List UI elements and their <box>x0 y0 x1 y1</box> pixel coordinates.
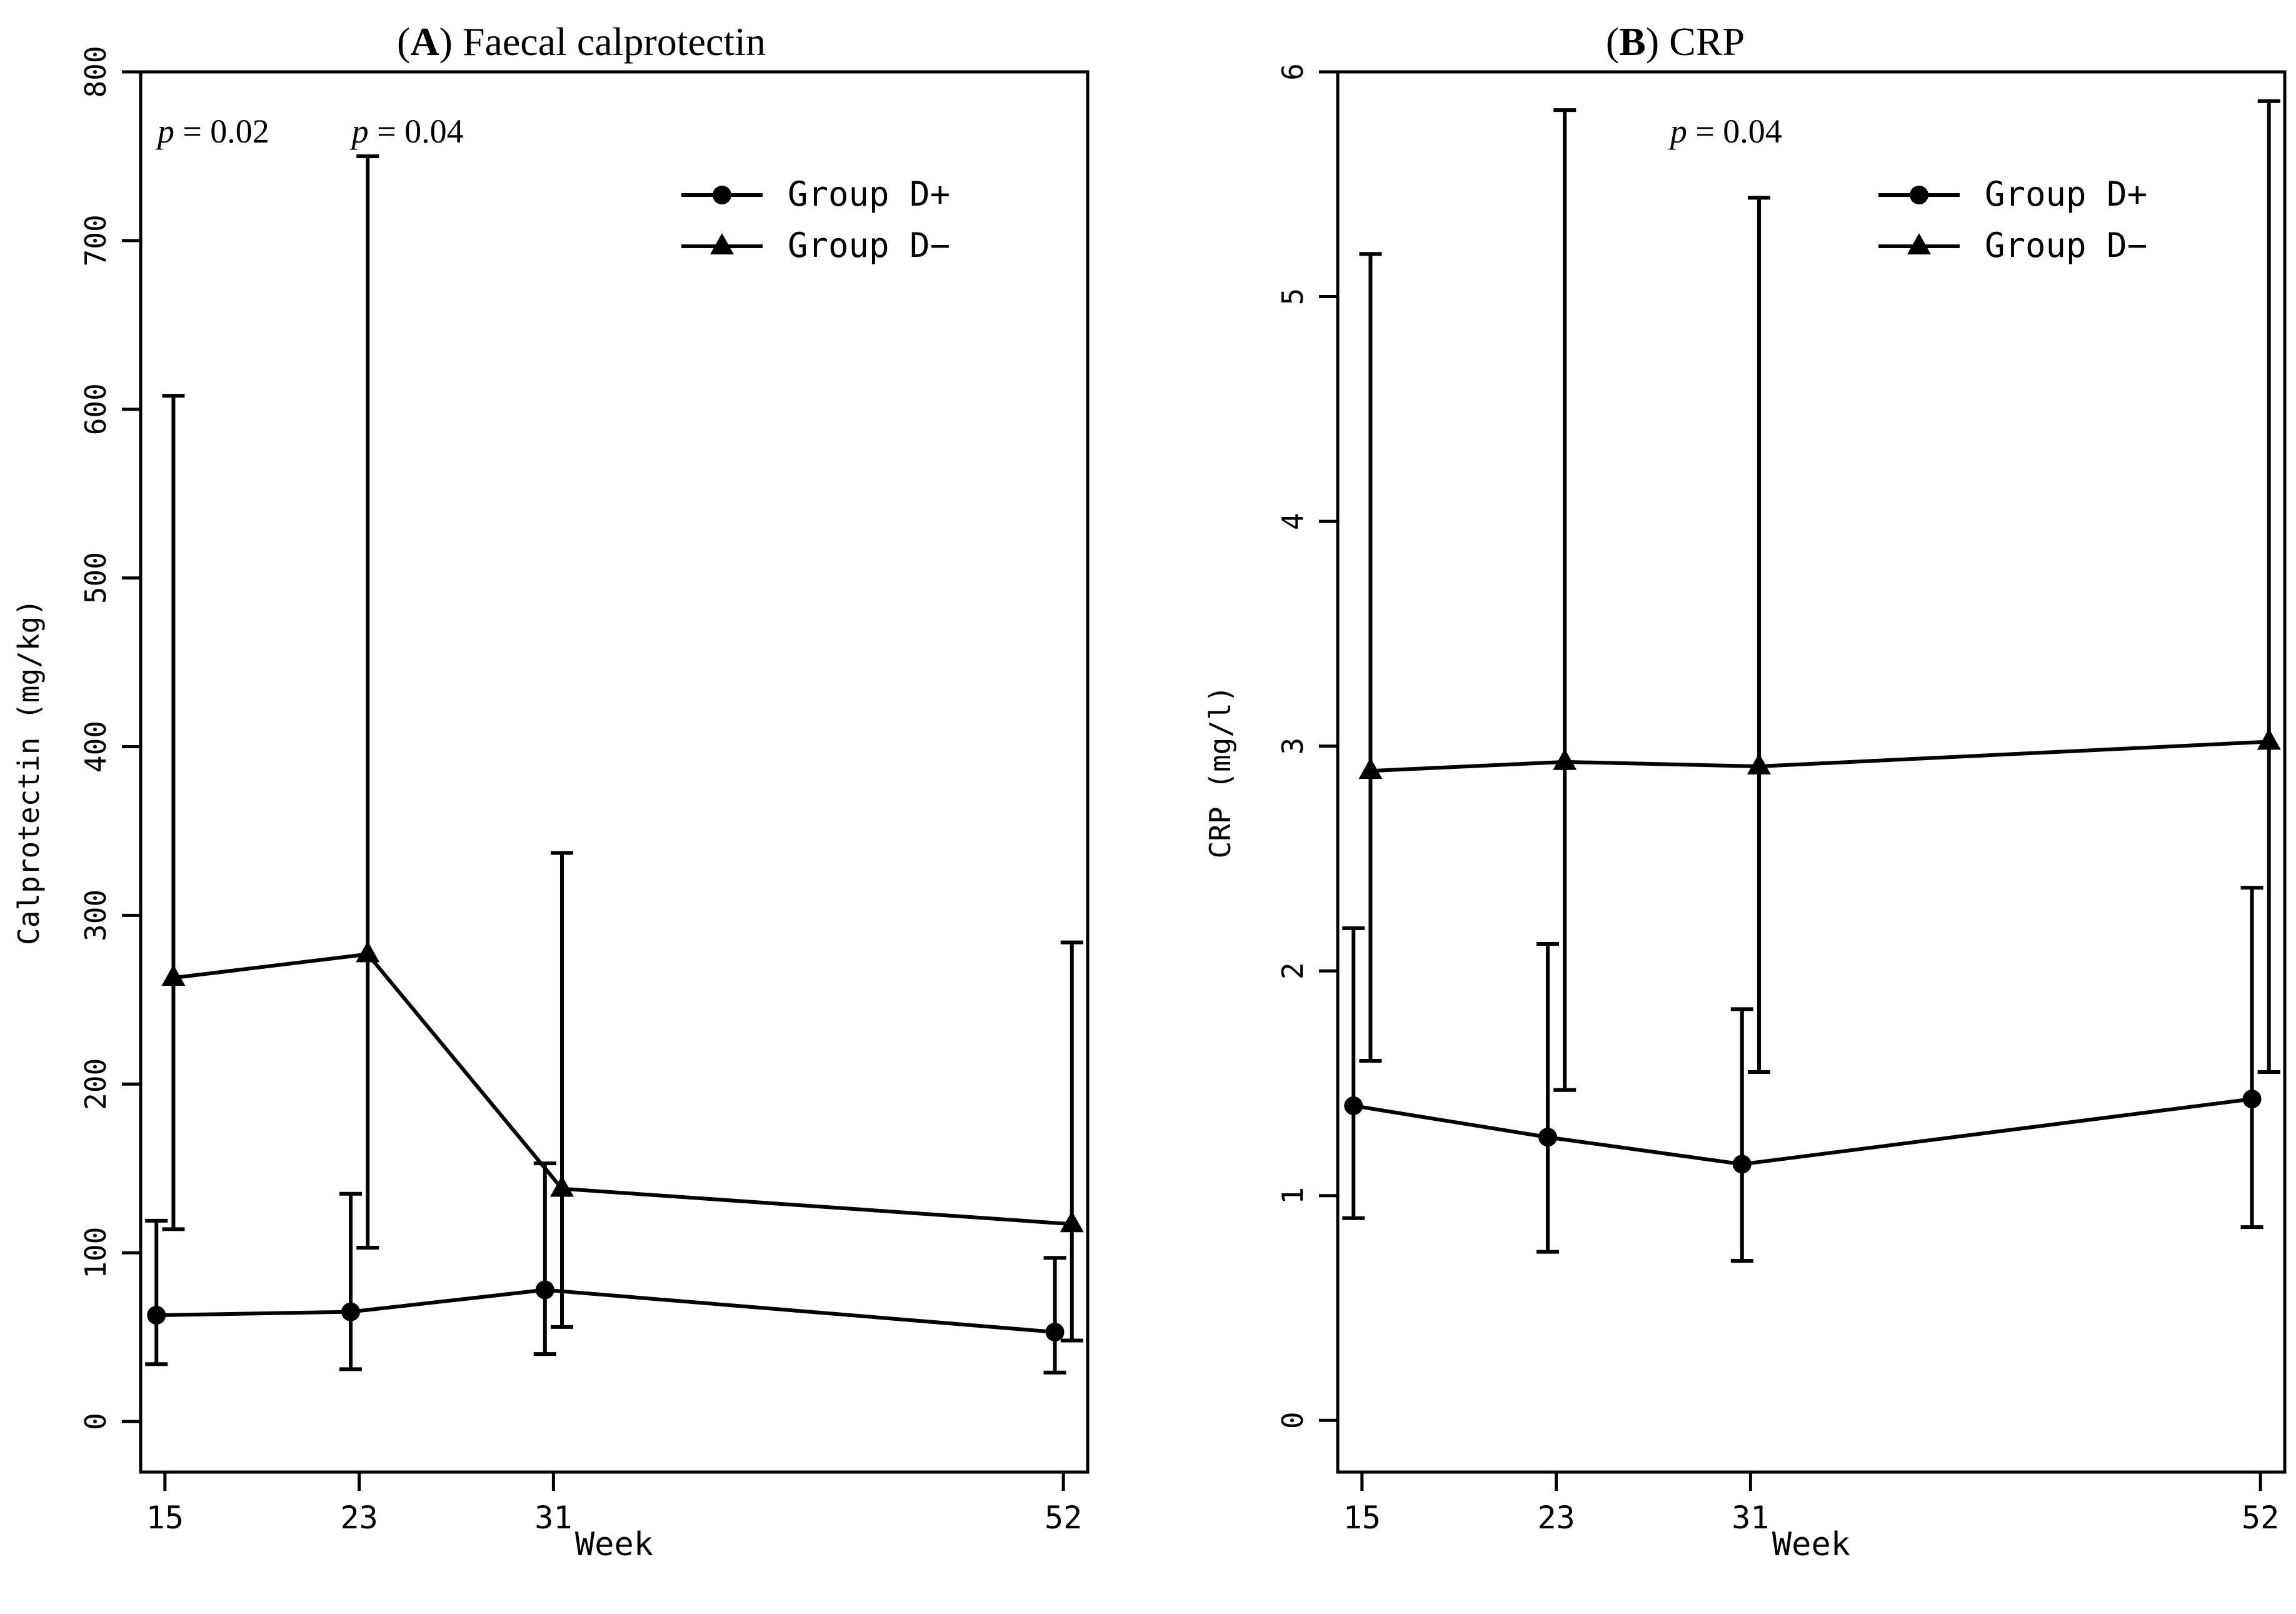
y-tick-label: 700 <box>79 214 113 266</box>
y-tick-label: 0 <box>79 1413 113 1430</box>
legend-label: Group D+ <box>1985 174 2147 214</box>
chart-panel-a: (A) Faecal calprotectin 0 100 200 300 400 500 6… <box>12 19 1090 1563</box>
plot-frame <box>139 70 1090 1474</box>
data-point <box>1358 758 1383 779</box>
legend-label: Group D− <box>1985 226 2147 265</box>
chart-title: (B) CRP <box>1606 19 1745 64</box>
data-point <box>1344 1096 1363 1115</box>
y-tick-label: 2 <box>1276 962 1310 980</box>
y-tick-label: 3 <box>1276 738 1310 755</box>
legend-marker <box>1910 186 1928 204</box>
title-text: ) CRP <box>1646 19 1745 64</box>
data-point <box>2242 1090 2262 1109</box>
x-tick-label: 52 <box>2242 1500 2279 1536</box>
y-tick-label: 600 <box>79 383 113 435</box>
plot-frame <box>1336 70 2287 1474</box>
data-point <box>1747 753 1771 774</box>
x-tick-label: 23 <box>341 1500 378 1536</box>
x-tick-label: 31 <box>534 1500 572 1536</box>
data-point <box>535 1280 554 1300</box>
series-line <box>173 952 1072 1226</box>
y-tick-label: 200 <box>79 1058 113 1110</box>
x-tick-label: 31 <box>1732 1500 1769 1536</box>
legend: Group D+ Group D− <box>1878 174 2147 265</box>
x-tick-label: 23 <box>1538 1500 1575 1536</box>
x-tick-label: 15 <box>146 1500 184 1536</box>
legend-marker <box>1907 233 1931 254</box>
y-tick-label: 6 <box>1276 63 1310 81</box>
series-line <box>1370 739 2269 773</box>
y-tick-label: 100 <box>79 1227 113 1279</box>
y-tick-label: 5 <box>1276 288 1310 306</box>
title-text: ) Faecal calprotectin <box>439 19 766 64</box>
panel-letter: B <box>1619 19 1646 64</box>
data-point <box>356 941 380 963</box>
p-value-annotation: p = 0.02 <box>155 113 269 150</box>
series-line <box>1353 1097 2252 1166</box>
x-axis-label: Week <box>575 1526 653 1563</box>
data-point <box>2257 728 2281 750</box>
y-tick-label: 400 <box>79 721 113 773</box>
x-tick-label: 15 <box>1343 1500 1381 1536</box>
series-group-d-plus <box>1342 886 2263 1263</box>
y-tick-label: 300 <box>79 890 113 941</box>
p-value-annotation: p = 0.04 <box>1668 113 1782 150</box>
x-axis-label: Week <box>1772 1526 1850 1563</box>
y-tick-label: 500 <box>79 552 113 604</box>
series-group-d-minus <box>1358 99 2281 1092</box>
data-point <box>549 1175 574 1197</box>
data-point <box>1045 1323 1065 1341</box>
panel-letter: A <box>410 19 439 64</box>
legend-label: Group D+ <box>788 174 950 214</box>
p-value-annotation: p = 0.04 <box>349 113 464 150</box>
y-tick-label: 4 <box>1276 513 1310 530</box>
legend-marker <box>710 233 734 254</box>
y-tick-label: 1 <box>1276 1187 1310 1205</box>
y-tick-label: 0 <box>1276 1411 1310 1429</box>
chart-title: (A) Faecal calprotectin <box>397 19 766 64</box>
y-axis-label: CRP (mg/l) <box>1203 686 1237 859</box>
y-axis-label: Calprotectin (mg/kg) <box>12 599 46 945</box>
legend-marker <box>713 186 731 204</box>
data-point <box>147 1306 166 1325</box>
x-tick-label: 52 <box>1045 1500 1082 1536</box>
y-tick-label: 800 <box>79 46 113 98</box>
legend-label: Group D− <box>788 226 950 265</box>
series-group-d-plus <box>145 1161 1066 1375</box>
data-point <box>1060 1211 1084 1233</box>
data-point <box>1553 748 1577 770</box>
data-point <box>1538 1128 1558 1147</box>
series-line <box>156 1288 1055 1334</box>
series-group-d-minus <box>161 154 1084 1343</box>
legend: Group D+ Group D− <box>681 174 950 265</box>
data-point <box>341 1302 361 1321</box>
data-point <box>161 965 186 986</box>
data-point <box>1732 1155 1752 1174</box>
